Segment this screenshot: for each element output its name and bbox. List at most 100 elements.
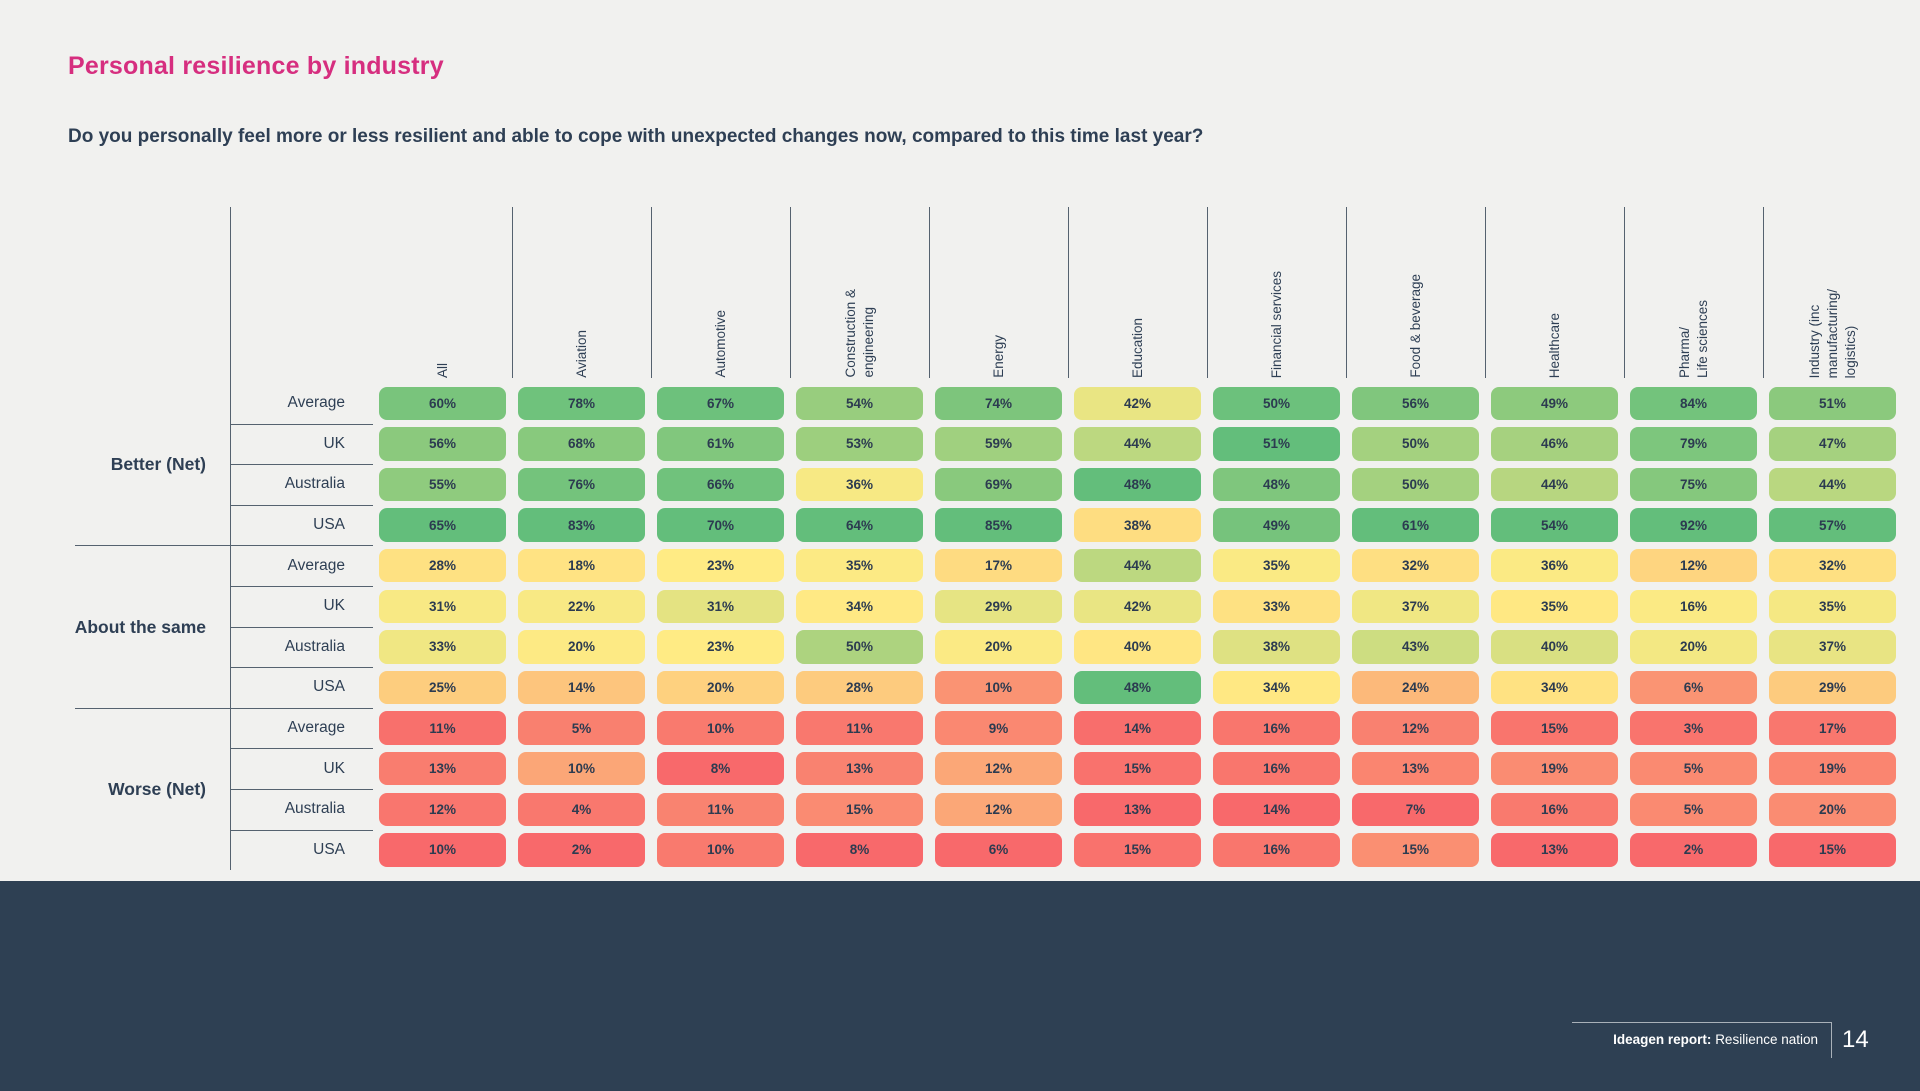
footer-page-number: 14 [1842, 1026, 1869, 1053]
heatmap-cell: 36% [1491, 548, 1618, 583]
column-header: Industry (inc manufacturing/ logistics) [1763, 207, 1902, 378]
country-label: UK [323, 597, 345, 615]
heatmap-cell: 15% [1491, 711, 1618, 745]
footer-report-title: Ideagen report: Resilience nation [1400, 1032, 1818, 1047]
row-group-label: About the same [74, 616, 206, 637]
row-separator-line [230, 829, 373, 831]
heatmap-cell: 74% [935, 386, 1062, 421]
heatmap-cell: 13% [1352, 751, 1479, 786]
heatmap-cell: 11% [796, 711, 923, 745]
heatmap-cell: 10% [657, 711, 784, 745]
country-label: Australia [284, 800, 345, 818]
heatmap-cell: 44% [1491, 467, 1618, 502]
column-header: Construction & engineering [790, 207, 929, 378]
row-group-label: Better (Net) [110, 454, 206, 475]
heatmap-cell: 48% [1074, 467, 1201, 502]
heatmap-cell: 85% [935, 508, 1062, 542]
column-header: Pharma/ Life sciences [1624, 207, 1763, 378]
heatmap-cell: 14% [518, 670, 645, 705]
heatmap-cell: 12% [379, 792, 506, 827]
row-separator-line [230, 504, 373, 506]
heatmap-cell: 36% [796, 467, 923, 502]
heatmap-cell: 54% [796, 386, 923, 421]
heatmap-cell: 12% [935, 751, 1062, 786]
column-separator-line [1068, 207, 1069, 378]
heatmap-cell: 79% [1630, 427, 1757, 461]
heatmap-cell: 11% [657, 792, 784, 827]
heatmap-cell: 28% [796, 670, 923, 705]
heatmap-cell: 5% [1630, 792, 1757, 827]
row-separator-line [230, 667, 373, 669]
heatmap-cell: 5% [518, 711, 645, 745]
heatmap-cell: 10% [379, 833, 506, 867]
heatmap-cell: 20% [1630, 630, 1757, 664]
row-separator-line [230, 748, 373, 750]
heatmap-cell: 23% [657, 548, 784, 583]
heatmap-cell: 19% [1491, 751, 1618, 786]
column-header-label: Pharma/ Life sciences [1676, 299, 1710, 378]
row-separator-line [230, 464, 373, 466]
heatmap-cell: 53% [796, 427, 923, 461]
heatmap-cell: 44% [1074, 427, 1201, 461]
heatmap-cell: 51% [1769, 386, 1896, 421]
country-label: Australia [284, 637, 345, 655]
heatmap-cell: 35% [1491, 589, 1618, 624]
column-header-label: Financial services [1268, 270, 1284, 378]
row-label-vertical-line [230, 207, 231, 871]
heatmap-cell: 50% [1213, 386, 1340, 421]
heatmap-cell: 15% [1074, 751, 1201, 786]
heatmap-cell: 13% [1074, 792, 1201, 827]
page-title: Personal resilience by industry [68, 52, 444, 80]
heatmap-cell: 23% [657, 630, 784, 664]
heatmap-cell: 83% [518, 508, 645, 542]
heatmap-cell: 64% [796, 508, 923, 542]
heatmap-cell: 57% [1769, 508, 1896, 542]
column-separator-line [1207, 207, 1208, 378]
column-header: Healthcare [1485, 207, 1624, 378]
heatmap-cell: 35% [1769, 589, 1896, 624]
heatmap-cell: 16% [1491, 792, 1618, 827]
heatmap-cell: 16% [1213, 833, 1340, 867]
heatmap-cell: 31% [379, 589, 506, 624]
heatmap-cell: 40% [1074, 630, 1201, 664]
heatmap-cell: 61% [657, 427, 784, 461]
heatmap-cell: 10% [935, 670, 1062, 705]
heatmap-cell: 22% [518, 589, 645, 624]
heatmap-cell: 35% [1213, 548, 1340, 583]
heatmap-cell: 49% [1213, 508, 1340, 542]
heatmap-cell: 78% [518, 386, 645, 421]
column-separator-line [651, 207, 652, 378]
footer-rule [1572, 1022, 1831, 1023]
heatmap-cell: 40% [1491, 630, 1618, 664]
heatmap-cell: 34% [1491, 670, 1618, 705]
heatmap-cell: 29% [935, 589, 1062, 624]
heatmap-cell: 49% [1491, 386, 1618, 421]
heatmap-cell: 84% [1630, 386, 1757, 421]
heatmap-cell: 15% [1769, 833, 1896, 867]
column-separator-line [1485, 207, 1486, 378]
heatmap-cell: 44% [1074, 548, 1201, 583]
column-header-label: Aviation [573, 330, 589, 378]
heatmap-cell: 11% [379, 711, 506, 745]
heatmap-cell: 67% [657, 386, 784, 421]
page-question: Do you personally feel more or less resi… [68, 126, 1204, 147]
heatmap-cell: 56% [379, 427, 506, 461]
heatmap-cell: 33% [379, 630, 506, 664]
heatmap-cell: 6% [1630, 670, 1757, 705]
country-label: Average [287, 556, 345, 574]
column-header: Energy [929, 207, 1068, 378]
heatmap-cell: 15% [1074, 833, 1201, 867]
heatmap-cell: 20% [518, 630, 645, 664]
column-header-label: Industry (inc manufacturing/ logistics) [1806, 288, 1858, 378]
heatmap-cell: 42% [1074, 589, 1201, 624]
heatmap-cell: 13% [796, 751, 923, 786]
row-separator-line [230, 707, 373, 709]
row-group-label: Worse (Net) [108, 778, 206, 799]
country-label: Average [287, 394, 345, 412]
heatmap-cell: 66% [657, 467, 784, 502]
row-separator-line [230, 423, 373, 425]
heatmap-cell: 29% [1769, 670, 1896, 705]
heatmap-cell: 13% [1491, 833, 1618, 867]
